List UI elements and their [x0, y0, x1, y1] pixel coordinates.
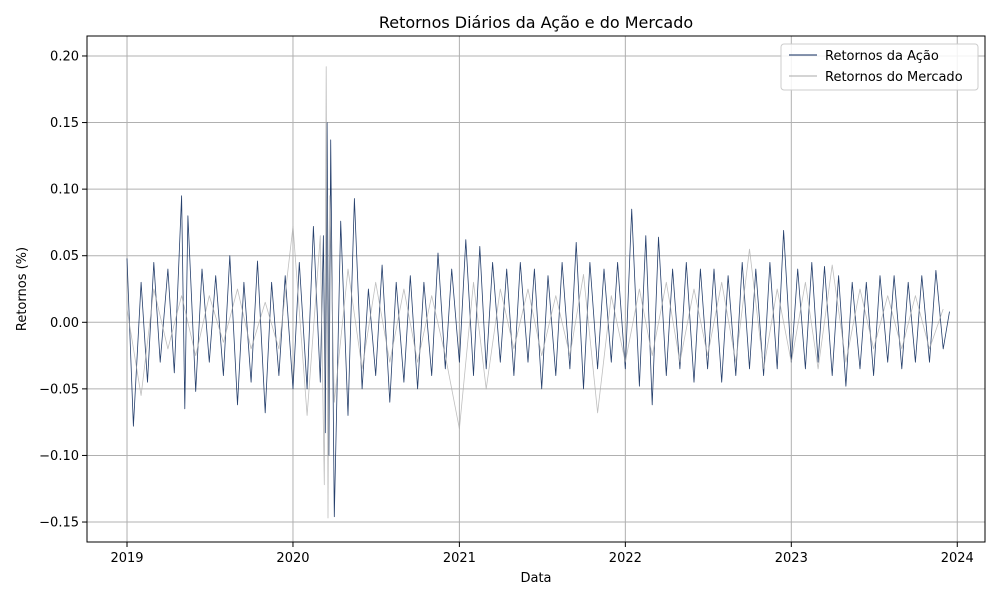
x-axis-label: Data [520, 571, 551, 586]
y-tick-label: 0.20 [50, 49, 79, 64]
y-tick-label: 0.10 [50, 183, 79, 198]
legend-label-market: Retornos do Mercado [825, 70, 963, 85]
x-tick-label: 2020 [276, 551, 309, 566]
x-tick-label: 2022 [609, 551, 642, 566]
y-tick-label: −0.05 [39, 382, 79, 397]
series-line-stock [126, 122, 950, 518]
plot-frame [86, 35, 986, 543]
legend-box [780, 43, 979, 91]
x-tick-label: 2019 [110, 551, 143, 566]
y-tick-label: 0.15 [50, 116, 79, 131]
x-tick-label: 2024 [941, 551, 974, 566]
chart-title: Retornos Diários da Ação e do Mercado [379, 13, 693, 32]
y-tick-label: 0.05 [50, 249, 79, 264]
series-group [126, 66, 950, 519]
legend-label-stock: Retornos da Ação [825, 49, 939, 64]
y-axis-label: Retornos (%) [15, 247, 30, 331]
y-tick-label: 0.00 [50, 316, 79, 331]
x-tick-label: 2021 [443, 551, 476, 566]
y-tick-label: −0.15 [39, 516, 79, 531]
series-line-market [126, 66, 944, 519]
ticks: 2019 2020 2021 2022 2023 2024 −0.15 −0.10 −0.05 0… [39, 49, 974, 566]
legend: Retornos da Ação Retornos do Mercado [780, 43, 979, 91]
y-tick-label: −0.10 [39, 449, 79, 464]
x-tick-label: 2023 [775, 551, 808, 566]
